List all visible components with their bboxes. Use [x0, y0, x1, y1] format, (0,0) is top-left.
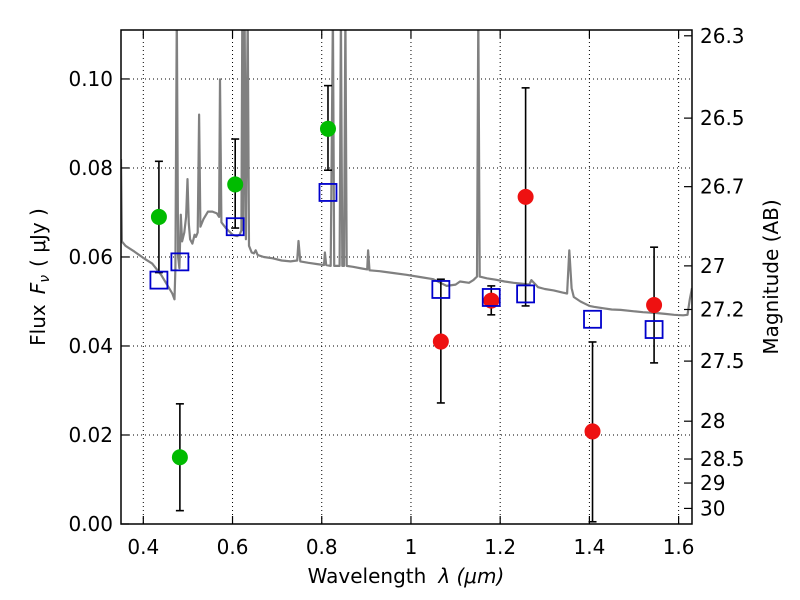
right-axis-tick-label: 26.3 — [700, 24, 745, 48]
right-axis-tick-label: 27.5 — [700, 349, 745, 373]
data-points — [149, 120, 664, 466]
photometry-point — [517, 188, 534, 205]
y-tick-label: 0.04 — [68, 334, 113, 358]
spectrum-layer — [121, 30, 692, 317]
x-tick-label: 1 — [405, 535, 418, 559]
right-axis-tick-label: 26.7 — [700, 175, 745, 199]
x-tick-label: 0.6 — [217, 535, 249, 559]
x-axis-ticks: 0.4 0.6 0.8 1 1.2 1.4 1.6 — [127, 30, 695, 559]
y-tick-label: 0.06 — [68, 245, 113, 269]
right-axis-tick-label: 30 — [700, 496, 725, 520]
x-tick-label: 1.6 — [663, 535, 695, 559]
model-flux-square — [583, 309, 602, 329]
x-tick-label: 0.8 — [306, 535, 338, 559]
x-axis-title: Wavelength λ (μm) — [308, 564, 505, 588]
x-tick-label: 1.4 — [573, 535, 605, 559]
right-axis-tick-label: 27 — [700, 254, 725, 278]
y-axis-title: FluxFν( μJy ) — [26, 208, 53, 346]
x-tick-label: 1.2 — [484, 535, 516, 559]
photometry-point — [319, 120, 336, 137]
right-axis-tick-label: 27.2 — [700, 297, 745, 321]
photometry-point — [171, 449, 188, 466]
model-flux-square — [481, 288, 501, 307]
x-tick-label: 0.4 — [127, 535, 159, 559]
right-axis-tick-label: 26.5 — [700, 106, 745, 130]
y-axis-ticks: 0.00 0.02 0.04 0.06 0.08 0.10 — [68, 67, 129, 536]
model-flux-square — [225, 217, 245, 237]
model-flux-square — [170, 252, 190, 272]
model-flux-square — [431, 280, 451, 299]
right-axis-tick-label: 28.5 — [700, 447, 745, 471]
sed-spectrum-line — [121, 30, 692, 317]
y-tick-label: 0.08 — [68, 156, 113, 180]
photometry-point — [584, 423, 601, 440]
right-axis-tick-label: 29 — [700, 471, 725, 495]
y-tick-label: 0.02 — [68, 423, 113, 447]
photometry-point — [483, 292, 500, 309]
right-axis-tick-label: 28 — [700, 409, 725, 433]
model-flux-square — [318, 183, 338, 202]
y-tick-label: 0.00 — [68, 512, 113, 536]
photometry-point — [432, 333, 449, 350]
photometry-point — [150, 208, 167, 225]
model-flux-square — [516, 284, 536, 304]
photometry-point — [227, 176, 244, 193]
plot-area — [121, 30, 692, 524]
model-flux-square — [644, 320, 664, 339]
plot-frame — [120, 29, 693, 525]
y-tick-label: 0.10 — [68, 67, 113, 91]
model-flux-square — [149, 270, 169, 290]
photometry-point — [646, 297, 663, 314]
right-axis-title: Magnitude (AB) — [759, 199, 783, 354]
